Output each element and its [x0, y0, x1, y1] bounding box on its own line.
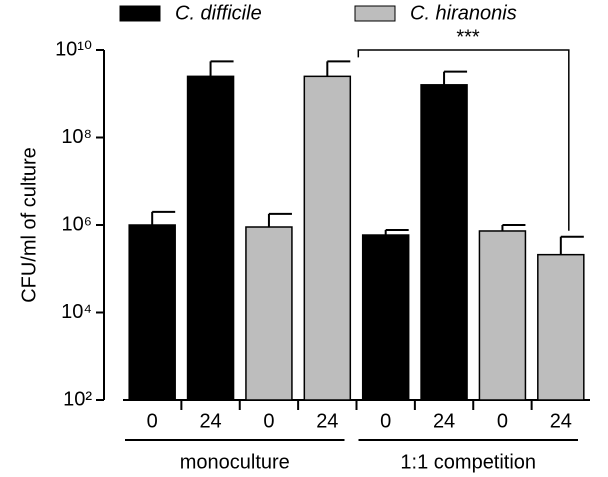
x-tick-label: 24: [433, 410, 455, 432]
bar: [420, 84, 468, 401]
group-label: 1:1 competition: [400, 451, 536, 473]
x-tick-label: 0: [497, 410, 508, 432]
legend-label: C. difficile: [175, 2, 262, 24]
legend-swatch: [354, 5, 396, 22]
bar: [128, 224, 176, 401]
y-tick-label: 10⁶: [62, 213, 92, 235]
bar: [361, 234, 410, 401]
x-tick-label: 24: [199, 410, 221, 432]
group-label: monoculture: [180, 451, 290, 473]
bar: [537, 253, 585, 401]
y-axis-label: CFU/ml of culture: [18, 147, 40, 303]
x-tick-label: 0: [263, 410, 274, 432]
bar: [478, 230, 527, 401]
x-tick-label: 0: [380, 410, 391, 432]
legend-swatch: [119, 5, 161, 22]
y-tick-label: 10⁸: [61, 126, 92, 148]
significance-bracket: [357, 49, 570, 231]
y-tick-label: 10⁴: [61, 301, 92, 323]
x-tick-label: 0: [147, 410, 158, 432]
bar: [245, 226, 293, 401]
legend-label: C. hiranonis: [410, 2, 517, 24]
x-tick-label: 24: [550, 410, 572, 432]
significance-annotation: ***: [456, 26, 480, 48]
bar: [186, 75, 235, 401]
y-tick-label: 10²: [63, 388, 92, 410]
x-tick-label: 24: [316, 410, 338, 432]
y-tick-label: 10¹⁰: [55, 38, 92, 60]
bar: [303, 75, 352, 401]
